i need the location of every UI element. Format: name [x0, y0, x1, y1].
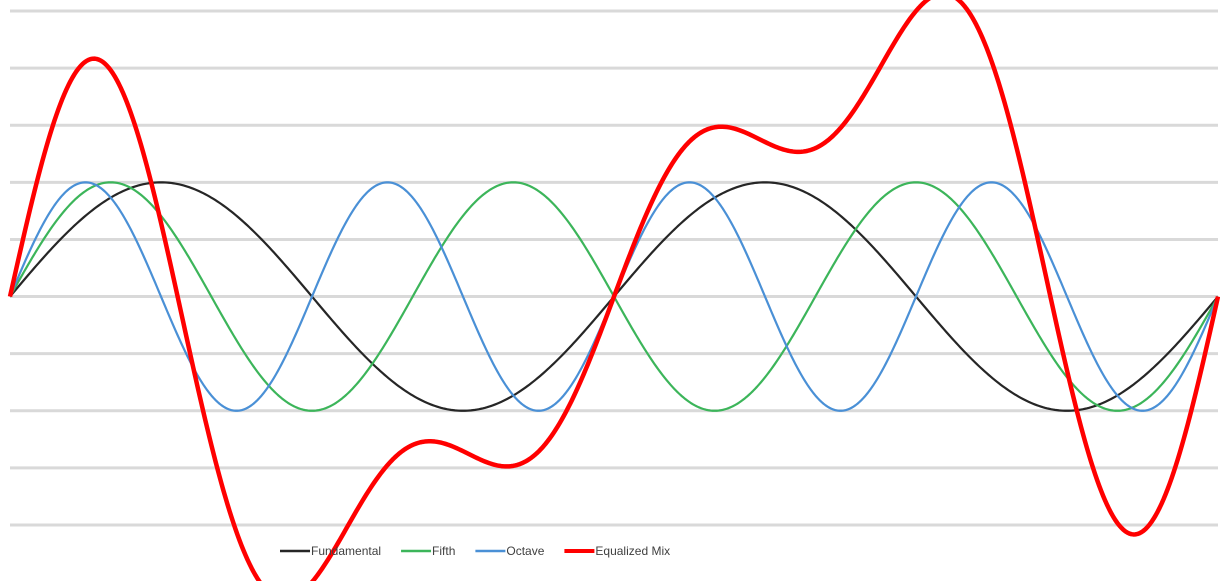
series-lines [7, 0, 1220, 581]
legend-label-octave: Octave [506, 544, 544, 558]
gridlines [10, 9, 1218, 527]
legend-label-fifth: Fifth [432, 544, 455, 558]
series-line-equalized-mix [7, 0, 1220, 581]
legend-label-equalized-mix: Equalized Mix [595, 544, 670, 558]
legend: Fundamental Fifth Octave Equalized Mix [280, 544, 670, 558]
legend-label-fundamental: Fundamental [311, 544, 381, 558]
